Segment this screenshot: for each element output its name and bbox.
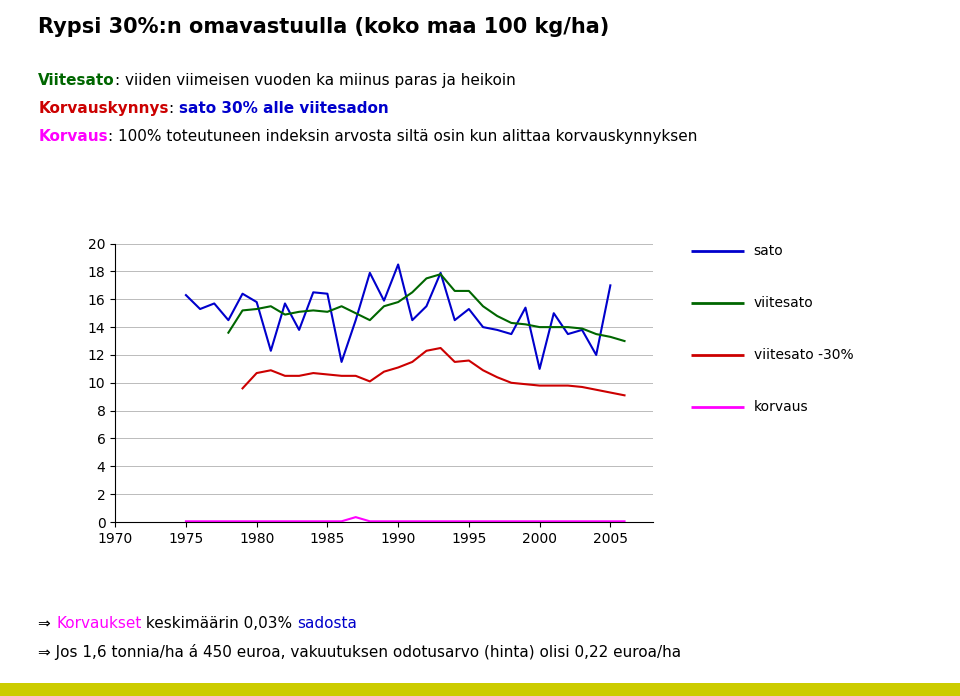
Text: :: : (169, 101, 179, 116)
Text: korvaus: korvaus (754, 400, 808, 414)
Text: : 100% toteutuneen indeksin arvosta siltä osin kun alittaa korvauskynnyksen: : 100% toteutuneen indeksin arvosta silt… (108, 129, 697, 144)
Text: Korvaus: Korvaus (38, 129, 108, 144)
Text: Korvauskynnys: Korvauskynnys (38, 101, 169, 116)
Text: viitesato -30%: viitesato -30% (754, 348, 853, 362)
Text: viitesato: viitesato (754, 296, 813, 310)
Text: sato 30% alle viitesadon: sato 30% alle viitesadon (179, 101, 389, 116)
Text: Korvaukset: Korvaukset (56, 616, 141, 631)
Text: ⇒ Jos 1,6 tonnia/ha á 450 euroa, vakuutuksen odotusarvo (hinta) olisi 0,22 euroa: ⇒ Jos 1,6 tonnia/ha á 450 euroa, vakuutu… (38, 644, 682, 660)
Text: Rypsi 30%:n omavastuulla (koko maa 100 kg/ha): Rypsi 30%:n omavastuulla (koko maa 100 k… (38, 17, 610, 38)
Text: Viitesato: Viitesato (38, 73, 115, 88)
Text: sadosta: sadosta (298, 616, 357, 631)
Text: sato: sato (754, 244, 783, 258)
Text: ⇒: ⇒ (38, 616, 56, 631)
Text: : viiden viimeisen vuoden ka miinus paras ja heikoin: : viiden viimeisen vuoden ka miinus para… (115, 73, 516, 88)
Text: keskimäärin 0,03%: keskimäärin 0,03% (141, 616, 298, 631)
